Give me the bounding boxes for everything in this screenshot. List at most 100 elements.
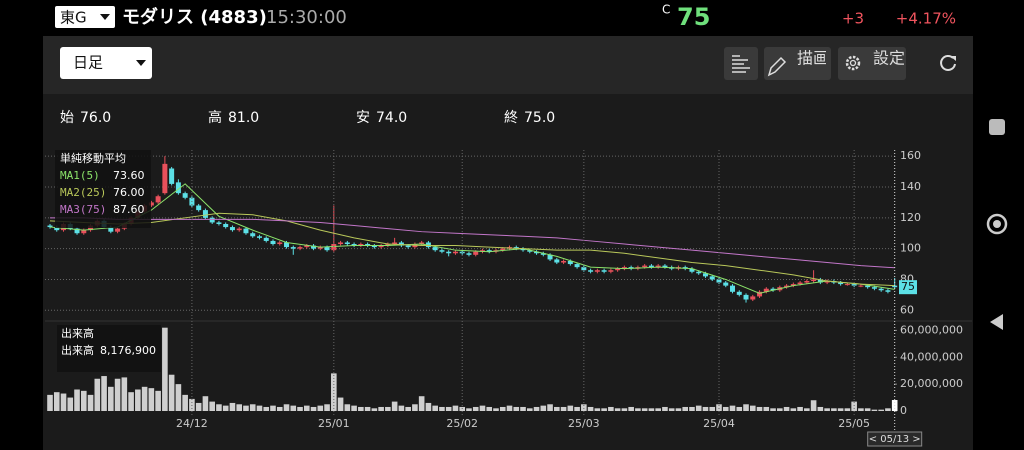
volume-bar (317, 405, 324, 411)
volume-bar (87, 394, 94, 411)
cursor-label: < 05/13 > (869, 434, 921, 445)
y-tick-label: 140 (900, 180, 921, 193)
ohlc-value: 74.0 (376, 110, 407, 126)
volume-bar (303, 405, 310, 411)
candle-body (419, 242, 425, 245)
volume-bar (243, 405, 249, 411)
candle-body (256, 236, 262, 238)
candle-body (324, 247, 330, 251)
candle-body (561, 260, 567, 263)
candle-body (175, 182, 181, 194)
candle-body (338, 242, 344, 245)
list-icon (732, 55, 750, 73)
candle-body (594, 270, 600, 272)
volume-bar (824, 408, 830, 411)
volume-bar (412, 404, 418, 411)
volume-bar (770, 408, 776, 411)
candle-body (486, 250, 492, 252)
volume-bar (53, 392, 60, 411)
volume-bar (202, 396, 209, 411)
back-button[interactable] (990, 314, 1003, 330)
settings-label-clip: 設定 (873, 49, 904, 68)
settings-button[interactable]: 設定 (838, 47, 906, 80)
ma-line (50, 217, 895, 269)
volume-bar (358, 406, 364, 411)
volume-bar (74, 389, 80, 411)
candle-body (371, 245, 377, 248)
candle-body (263, 237, 269, 241)
volume-bar (466, 408, 472, 411)
market-box (55, 6, 115, 28)
home-button[interactable] (986, 213, 1008, 235)
candle-body (763, 288, 769, 292)
volume-bar (722, 406, 729, 411)
reload-arrow (950, 56, 956, 61)
candle-body (648, 265, 654, 268)
candle-body (811, 279, 817, 282)
time: 15:30:00 (266, 7, 347, 28)
volume-bar (378, 406, 384, 411)
volume-bar (472, 406, 479, 411)
volume-bar (655, 408, 661, 411)
volume-bar (736, 406, 743, 411)
candle-body (202, 210, 208, 218)
candle-body (182, 193, 188, 198)
candle-body (216, 222, 222, 224)
candle-body (358, 244, 364, 246)
candle-body (277, 242, 283, 245)
price-tag-box (899, 280, 917, 295)
legend-name: MA3(75) (60, 203, 106, 216)
legend-name: MA2(25) (60, 186, 106, 199)
candle-body (858, 285, 864, 287)
volume-bar (513, 406, 520, 411)
candle-body (432, 247, 438, 251)
reload-icon[interactable] (940, 55, 956, 71)
volume-bar (716, 404, 722, 411)
candle-body (365, 244, 371, 246)
change-pct: +4.17% (896, 10, 956, 28)
volume-bar (168, 374, 175, 411)
candle-body (74, 228, 80, 234)
legend-value: 73.60 (113, 169, 145, 182)
volume-bar (121, 377, 128, 411)
candle-body (743, 294, 749, 300)
candle-body (47, 225, 53, 228)
candle-body (236, 228, 242, 231)
candle-body (784, 285, 790, 288)
candle-body (642, 265, 648, 268)
legend-box (55, 150, 151, 228)
volume-bar (594, 408, 601, 411)
candle-body (297, 247, 303, 249)
volume-bar (614, 408, 621, 411)
period-select[interactable]: 日足 (60, 47, 152, 79)
candle-body (392, 242, 398, 245)
button-box (764, 47, 831, 80)
candle-body (696, 271, 702, 274)
candle-body (574, 264, 580, 268)
x-tick-label: 25/05 (838, 417, 870, 430)
volume-bar (547, 404, 553, 411)
volume-bar (851, 401, 857, 411)
market-select[interactable]: 東G (55, 6, 115, 28)
list-button[interactable] (724, 47, 758, 80)
volume-bar (587, 406, 594, 411)
recent-button[interactable] (989, 119, 1005, 135)
candle-body (662, 265, 668, 268)
volume-bar (256, 405, 263, 411)
volume-bar (641, 408, 648, 411)
draw-button[interactable]: 描画 (764, 47, 831, 80)
candle-body (439, 250, 445, 252)
candle-body (892, 285, 898, 288)
volume-bar (702, 406, 709, 411)
candle-body (162, 163, 168, 194)
volume-bar (114, 378, 121, 411)
header-bar (43, 0, 973, 36)
volume-bar (574, 406, 580, 411)
volume-bar (229, 402, 236, 411)
volume-bar (499, 406, 506, 411)
change: +3 (842, 10, 864, 28)
toolbar (43, 36, 973, 94)
volume-bar (506, 405, 513, 411)
volume-bar (858, 408, 864, 411)
volume-bar (398, 405, 405, 411)
